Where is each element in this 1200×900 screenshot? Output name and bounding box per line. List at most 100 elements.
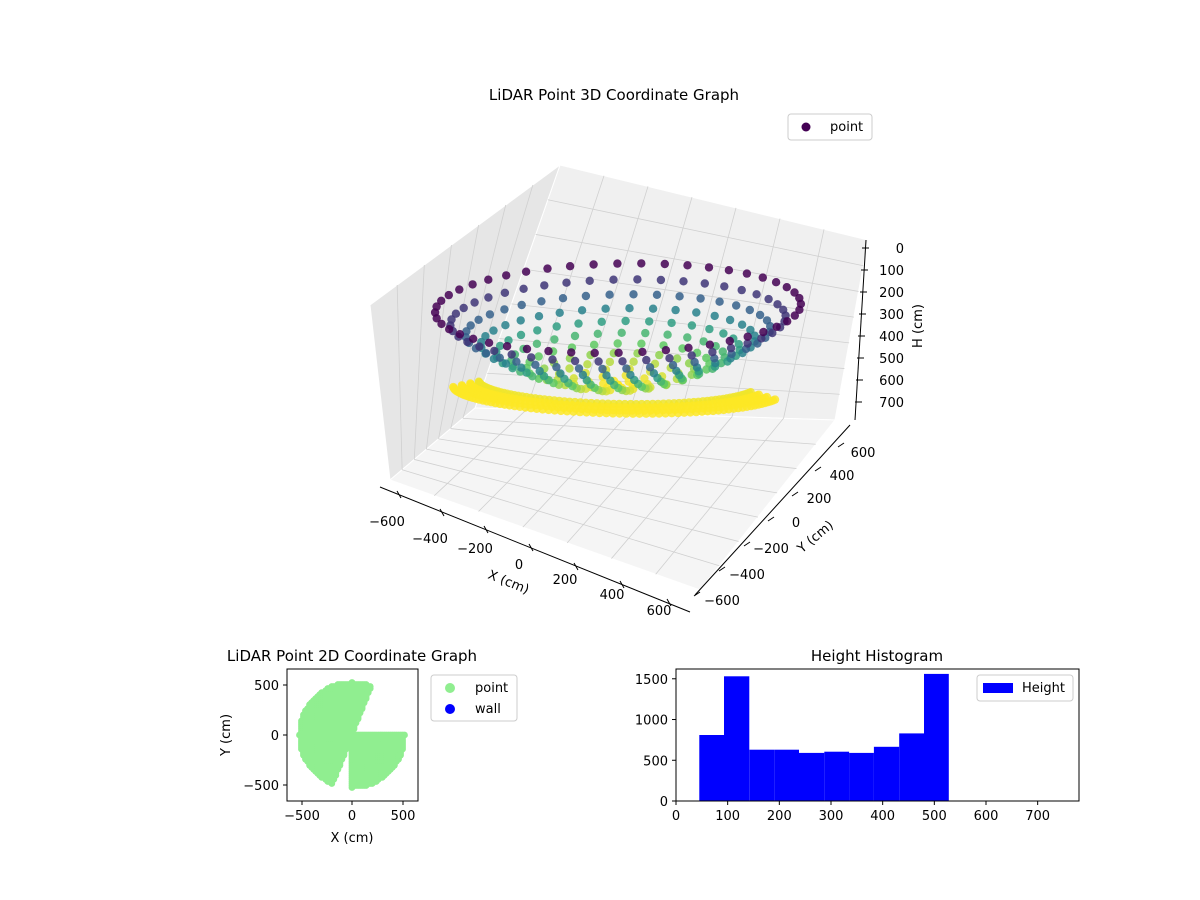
point-3d [737, 320, 747, 329]
x-axis-label-2d: X (cm) [331, 831, 374, 846]
y-axis-label-2d: Y (cm) [219, 714, 234, 757]
point-3d [699, 337, 708, 346]
x-tick-label-2d: 0 [348, 809, 356, 824]
point-3d [737, 285, 746, 295]
point-3d [589, 340, 599, 349]
point-3d [502, 271, 511, 280]
grid-line [655, 418, 784, 575]
point-3d [558, 294, 568, 303]
legend-2d-label-wall: wall [475, 702, 501, 717]
point-3d [594, 357, 603, 366]
point-3d [637, 339, 646, 348]
y-tick-label-2d: 500 [254, 679, 279, 694]
point-3d [489, 326, 498, 335]
y-tick-label: 0 [792, 516, 800, 531]
y-axis-line [694, 424, 851, 596]
point-3d [535, 366, 544, 376]
point-3d [684, 343, 693, 352]
point-3d [690, 357, 699, 367]
point-3d [589, 260, 598, 269]
point-3d [451, 309, 461, 318]
point-3d [583, 360, 592, 369]
point-3d [482, 349, 491, 358]
point-3d [437, 319, 446, 329]
point-3d [618, 357, 627, 366]
point-3d [540, 281, 549, 290]
grid-3d [396, 175, 864, 575]
point-3d [716, 359, 726, 368]
point-3d [574, 319, 583, 328]
point-3d [556, 406, 566, 416]
point-3d [645, 363, 655, 372]
point-3d [755, 310, 765, 320]
x-tick-label: 600 [647, 604, 672, 619]
point-3d [550, 406, 559, 415]
point-3d [702, 365, 711, 374]
point-3d [501, 321, 510, 330]
y-tick-label: −400 [729, 568, 765, 583]
chart-3d: LiDAR Point 3D Coordinate Graph −600 −40… [369, 86, 926, 619]
point-3d [655, 350, 664, 360]
grid-line [402, 469, 720, 567]
histogram-bar [699, 735, 725, 801]
grid-line [414, 459, 739, 542]
histogram-bar [873, 746, 900, 801]
y-tick-label: 400 [830, 469, 855, 484]
point-3d [629, 357, 638, 366]
histogram-x-tick-label: 500 [922, 809, 947, 824]
point-3d [459, 303, 468, 313]
point-3d [527, 353, 536, 362]
point-3d [598, 364, 607, 374]
point-3d [474, 315, 483, 324]
x-tick-label: 200 [553, 573, 578, 588]
point-3d [567, 348, 576, 357]
point-3d [484, 338, 494, 347]
point-cloud-2d [296, 679, 408, 791]
grid-line [434, 409, 527, 497]
grid-line [611, 416, 733, 559]
point-3d [613, 259, 622, 268]
point-3d [608, 409, 618, 418]
chart-2d: LiDAR Point 2D Coordinate Graph −500 0 5… [219, 647, 518, 846]
y-tick-label: 200 [807, 492, 832, 507]
point-3d [687, 351, 696, 360]
point-3d [663, 330, 672, 339]
point-3d [468, 280, 477, 289]
point-3d [790, 288, 799, 297]
point-3d [501, 359, 511, 368]
point-3d [783, 317, 792, 326]
x-tick-label-2d: −500 [284, 809, 320, 824]
point-3d [683, 261, 692, 270]
point-3d [590, 348, 599, 358]
point-3d [490, 346, 499, 356]
point-3d [601, 304, 610, 313]
point-3d [641, 328, 650, 338]
grid-line [478, 411, 579, 512]
point-3d [555, 308, 564, 317]
point-3d [645, 317, 654, 326]
point-3d [531, 360, 540, 369]
point-3d [768, 328, 777, 338]
x-tick-label: 0 [515, 558, 523, 573]
point-3d [516, 330, 526, 340]
histogram-y-tick-label: 0 [660, 795, 668, 810]
legend-2d: point wall [430, 674, 518, 722]
histogram-x-tick-label: 700 [1025, 809, 1050, 824]
point-3d [484, 293, 493, 302]
point-3d [700, 279, 709, 288]
point-3d [648, 409, 657, 418]
point-3d [621, 316, 630, 326]
point-3d [574, 364, 584, 373]
point-3d [649, 369, 659, 378]
histogram-bar [749, 749, 775, 801]
point-3d [719, 329, 728, 338]
point-3d [668, 360, 678, 370]
point-3d [656, 275, 666, 285]
point-3d [673, 408, 683, 418]
histogram-x-ticks: 0 100 200 300 400 500 600 700 [672, 801, 1050, 824]
point-3d [578, 370, 588, 380]
point-3d [726, 343, 736, 353]
legend-3d-marker [801, 122, 811, 132]
point-3d [538, 405, 547, 414]
